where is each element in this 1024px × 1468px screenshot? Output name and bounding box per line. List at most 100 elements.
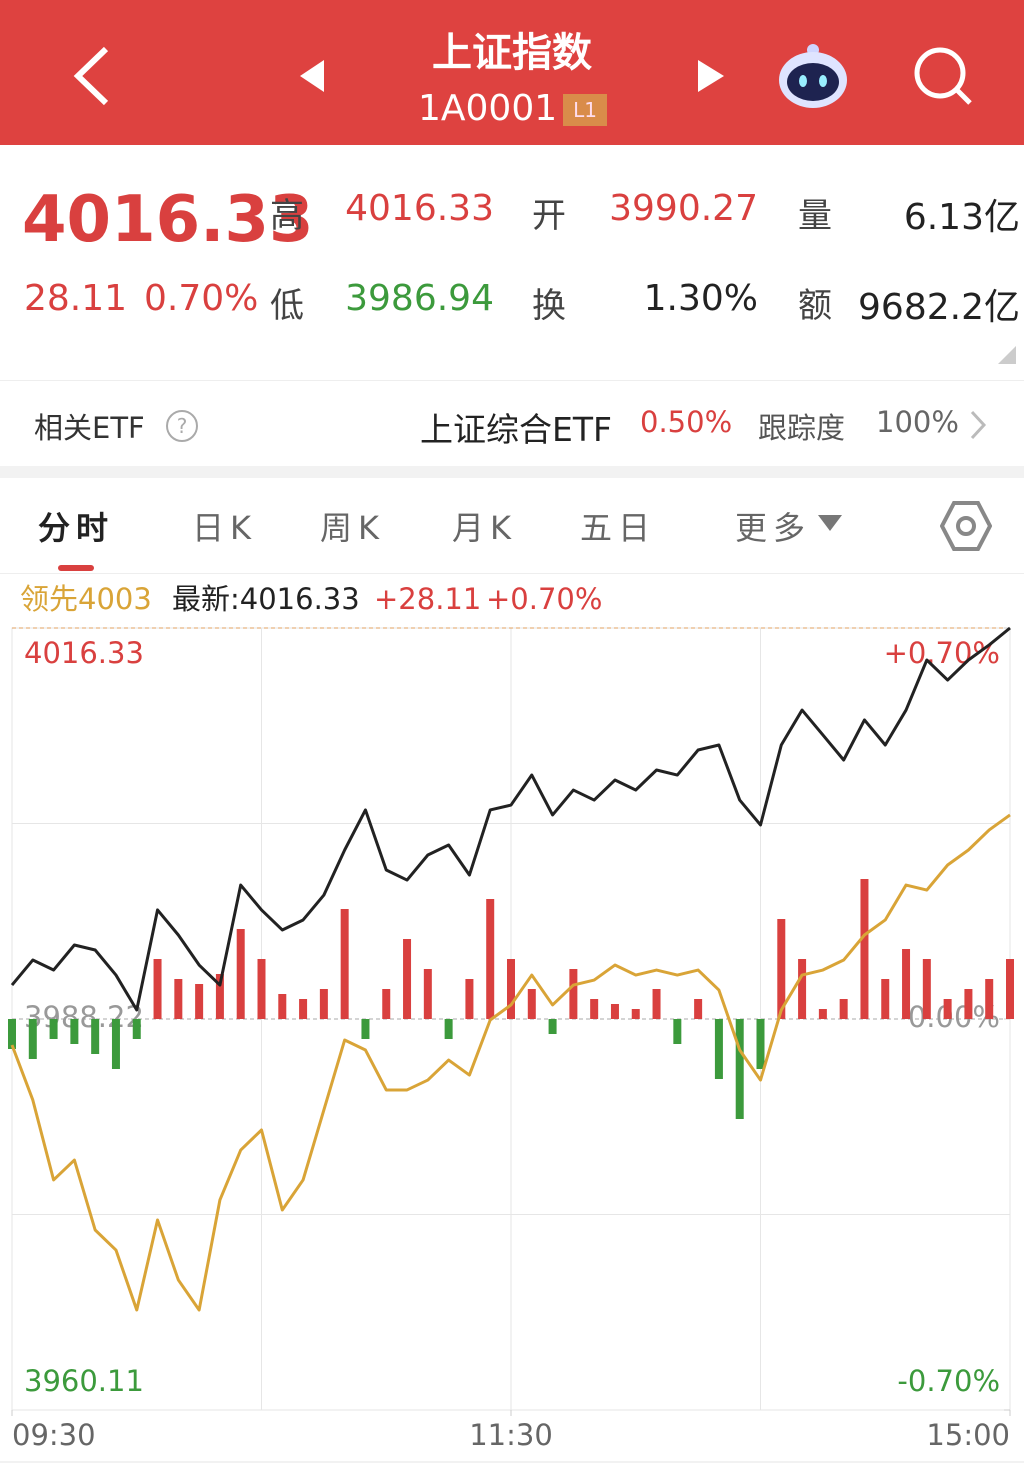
tab[interactable]: 分时: [38, 509, 115, 547]
volume-bar: [527, 989, 536, 1019]
volume-bar: [756, 1019, 765, 1069]
back-button[interactable]: [70, 45, 114, 107]
volume-bar: [1006, 959, 1014, 1019]
x-tick-label: 11:30: [469, 1418, 553, 1452]
code: 1A0001: [418, 88, 558, 129]
divider: [0, 573, 1024, 574]
volume-bar: [985, 979, 994, 1019]
divider: [0, 380, 1024, 381]
volume-bar: [111, 1019, 120, 1069]
y-tick-label: 3960.11: [24, 1364, 144, 1398]
volume-bar: [922, 959, 931, 1019]
volume-bar: [8, 1019, 16, 1049]
header-bar: 上证指数 1A0001 L1: [0, 0, 1024, 145]
volume-bar: [153, 959, 162, 1019]
quote-label: 额: [798, 286, 832, 326]
title: 上证指数: [432, 30, 592, 76]
volume-bar: [215, 974, 224, 1019]
volume-bar: [278, 994, 287, 1019]
legend-latest: 最新:4016.33: [172, 582, 360, 616]
volume-bar: [798, 959, 807, 1019]
volume-bar: [486, 899, 495, 1019]
tab-underline: [58, 565, 94, 571]
volume-bar: [569, 969, 578, 1019]
tab[interactable]: 月K: [452, 509, 517, 547]
etf-arrow[interactable]: [968, 410, 988, 440]
help-icon[interactable]: ?: [166, 410, 198, 442]
change-pct: 0.70%: [144, 278, 259, 319]
volume-bar: [839, 999, 848, 1019]
volume-bar: [610, 1004, 619, 1019]
volume-bar: [818, 1009, 827, 1019]
quote-label: 低: [270, 286, 304, 326]
volume-bar: [943, 999, 952, 1019]
legend-pct: +0.70%: [486, 582, 602, 616]
y3-tick-label: -0.70%: [897, 1364, 1000, 1398]
volume-bar: [403, 939, 412, 1019]
volume-bar: [49, 1019, 58, 1039]
volume-bar: [631, 1009, 640, 1019]
settings-button[interactable]: [940, 500, 992, 552]
y3-tick-label: +0.70%: [884, 636, 1000, 670]
volume-bar: [361, 1019, 370, 1039]
volume-bar: [590, 999, 599, 1019]
volume-bar: [382, 989, 391, 1019]
search-button[interactable]: [912, 45, 974, 107]
volume-bar: [548, 1019, 557, 1034]
track-label: 跟踪度: [758, 411, 846, 445]
tab[interactable]: 更多: [735, 509, 812, 547]
tab[interactable]: 日K: [192, 509, 257, 547]
tab[interactable]: 周K: [320, 509, 385, 547]
volume-bar: [236, 929, 245, 1019]
quote-label: 高: [270, 196, 304, 236]
quote-value: 4016.33: [345, 188, 494, 229]
quote-value: 6.13亿: [903, 197, 1020, 238]
volume-bar: [444, 1019, 453, 1039]
tab[interactable]: 五日: [580, 509, 657, 547]
more-arrow[interactable]: [818, 515, 842, 533]
volume-bar: [777, 919, 786, 1019]
etf-name[interactable]: 上证综合ETF: [420, 410, 612, 449]
etf-pct: 0.50%: [640, 405, 733, 439]
level-badge: L1: [563, 94, 607, 126]
x-tick-label: 15:00: [926, 1418, 1010, 1452]
volume-bar: [714, 1019, 723, 1079]
quote-value: 1.30%: [643, 278, 758, 319]
volume-bar: [195, 984, 204, 1019]
volume-bar: [28, 1019, 37, 1059]
track-value: 100%: [876, 405, 959, 439]
legend-lead: 领先4003: [20, 582, 152, 616]
quote-label: 换: [532, 286, 566, 326]
volume-bar: [299, 999, 308, 1019]
volume-bar: [860, 879, 869, 1019]
price-line: [10, 626, 1011, 1012]
volume-bar: [694, 999, 703, 1019]
prev-button[interactable]: [300, 60, 326, 92]
quote-value: 3986.94: [345, 278, 494, 319]
quote-label: 开: [532, 196, 566, 236]
expand-corner[interactable]: [998, 346, 1016, 364]
volume-bar: [70, 1019, 79, 1044]
etf-label: 相关ETF: [34, 411, 145, 445]
x-tick-label: 09:30: [12, 1418, 96, 1452]
assistant-icon[interactable]: [776, 40, 850, 110]
volume-bar: [735, 1019, 744, 1119]
volume-bar: [257, 959, 266, 1019]
volume-bar: [507, 959, 515, 1019]
quote-value: 9682.2亿: [858, 287, 1020, 328]
volume-bar: [340, 909, 349, 1019]
volume-bar: [881, 979, 890, 1019]
price: 4016.33: [22, 183, 314, 257]
next-button[interactable]: [698, 60, 724, 92]
change: 28.11: [24, 278, 128, 319]
legend-change: +28.11: [374, 582, 481, 616]
quote-value: 3990.27: [609, 188, 758, 229]
quote-label: 量: [798, 196, 832, 236]
volume-bar: [652, 989, 661, 1019]
volume-bar: [902, 949, 911, 1019]
y-tick-label: 4016.33: [24, 636, 144, 670]
volume-bar: [319, 989, 328, 1019]
